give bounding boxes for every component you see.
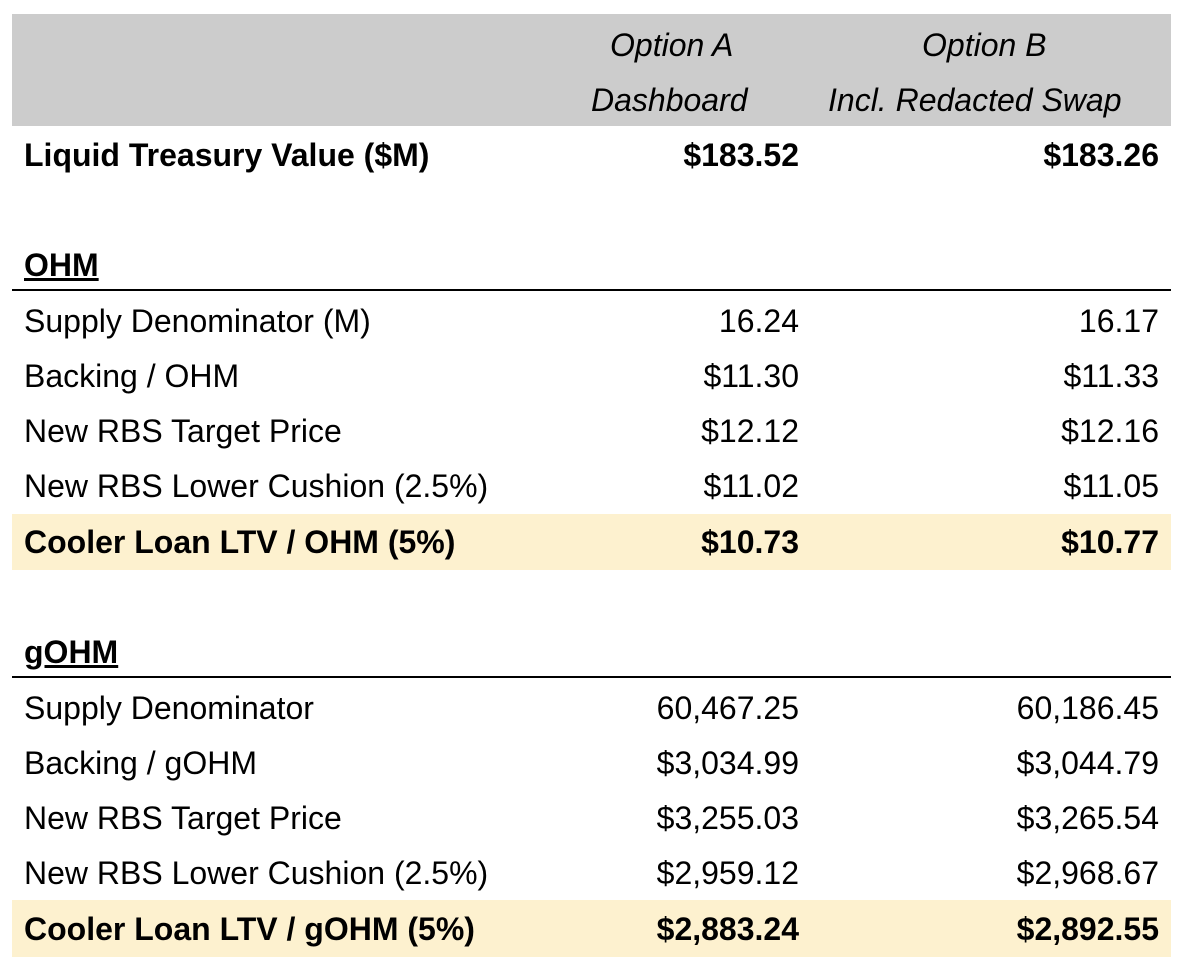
- gohm-section-title: gOHM: [24, 634, 119, 670]
- table-row: Backing / OHM $11.30 $11.33: [12, 349, 1171, 404]
- row-option-a: 60,467.25: [656, 690, 799, 726]
- table-row: Supply Denominator (M) 16.24 16.17: [12, 294, 1171, 349]
- row-option-b: $2,892.55: [1016, 911, 1159, 947]
- row-option-b: 16.17: [1078, 303, 1159, 339]
- row-option-b: $11.05: [1063, 468, 1160, 504]
- ohm-highlight-row: Cooler Loan LTV / OHM (5%) $10.73 $10.77: [12, 514, 1171, 570]
- table-row: New RBS Target Price $3,255.03 $3,265.54: [12, 790, 1171, 845]
- row-option-b: $12.16: [1061, 413, 1159, 449]
- table-row: Backing / gOHM $3,034.99 $3,044.79: [12, 735, 1171, 790]
- table-row: Supply Denominator 60,467.25 60,186.45: [12, 680, 1171, 735]
- option-a-title: Option A: [610, 27, 734, 63]
- row-option-a: $11.30: [703, 358, 800, 394]
- treasury-label: Liquid Treasury Value ($M): [24, 137, 430, 173]
- row-option-a: $10.73: [701, 524, 799, 560]
- column-header-band: Option A Dashboard Option B Incl. Redact…: [12, 14, 1171, 126]
- option-b-subtitle: Incl. Redacted Swap: [828, 82, 1122, 118]
- option-a-subtitle: Dashboard: [591, 82, 748, 118]
- option-b-title: Option B: [922, 27, 1047, 63]
- row-option-a: 16.24: [718, 303, 799, 339]
- table-row: New RBS Target Price $12.12 $12.16: [12, 404, 1171, 459]
- row-option-b: $2,968.67: [1016, 855, 1159, 891]
- row-label: Supply Denominator (M): [24, 303, 371, 339]
- row-option-b: $10.77: [1061, 524, 1159, 560]
- row-option-b: $3,044.79: [1016, 745, 1159, 781]
- row-label: Backing / gOHM: [24, 745, 257, 781]
- row-option-a: $11.02: [703, 468, 800, 504]
- gohm-highlight-row: Cooler Loan LTV / gOHM (5%) $2,883.24 $2…: [12, 900, 1171, 957]
- row-option-b: $3,265.54: [1016, 800, 1159, 836]
- row-label: New RBS Target Price: [24, 800, 342, 836]
- row-option-a: $2,959.12: [656, 855, 799, 891]
- ohm-section-title: OHM: [24, 247, 99, 283]
- table-row: New RBS Lower Cushion (2.5%) $2,959.12 $…: [12, 845, 1171, 900]
- treasury-option-a: $183.52: [683, 137, 799, 173]
- treasury-row: Liquid Treasury Value ($M) $183.52 $183.…: [12, 128, 1171, 183]
- row-label: New RBS Lower Cushion (2.5%): [24, 855, 489, 891]
- row-label: Backing / OHM: [24, 358, 240, 394]
- row-option-b: 60,186.45: [1016, 690, 1159, 726]
- row-label: New RBS Lower Cushion (2.5%): [24, 468, 489, 504]
- row-option-a: $12.12: [701, 413, 799, 449]
- table-row: New RBS Lower Cushion (2.5%) $11.02 $11.…: [12, 459, 1171, 514]
- row-option-a: $3,034.99: [656, 745, 799, 781]
- row-option-a: $2,883.24: [656, 911, 799, 947]
- row-label: Cooler Loan LTV / gOHM (5%): [24, 911, 475, 947]
- ohm-section-rule: [12, 289, 1171, 291]
- gohm-section-rule: [12, 676, 1171, 678]
- row-option-a: $3,255.03: [656, 800, 799, 836]
- row-label: Supply Denominator: [24, 690, 314, 726]
- treasury-option-b: $183.26: [1043, 137, 1159, 173]
- row-label: Cooler Loan LTV / OHM (5%): [24, 524, 456, 560]
- row-label: New RBS Target Price: [24, 413, 342, 449]
- row-option-b: $11.33: [1063, 358, 1160, 394]
